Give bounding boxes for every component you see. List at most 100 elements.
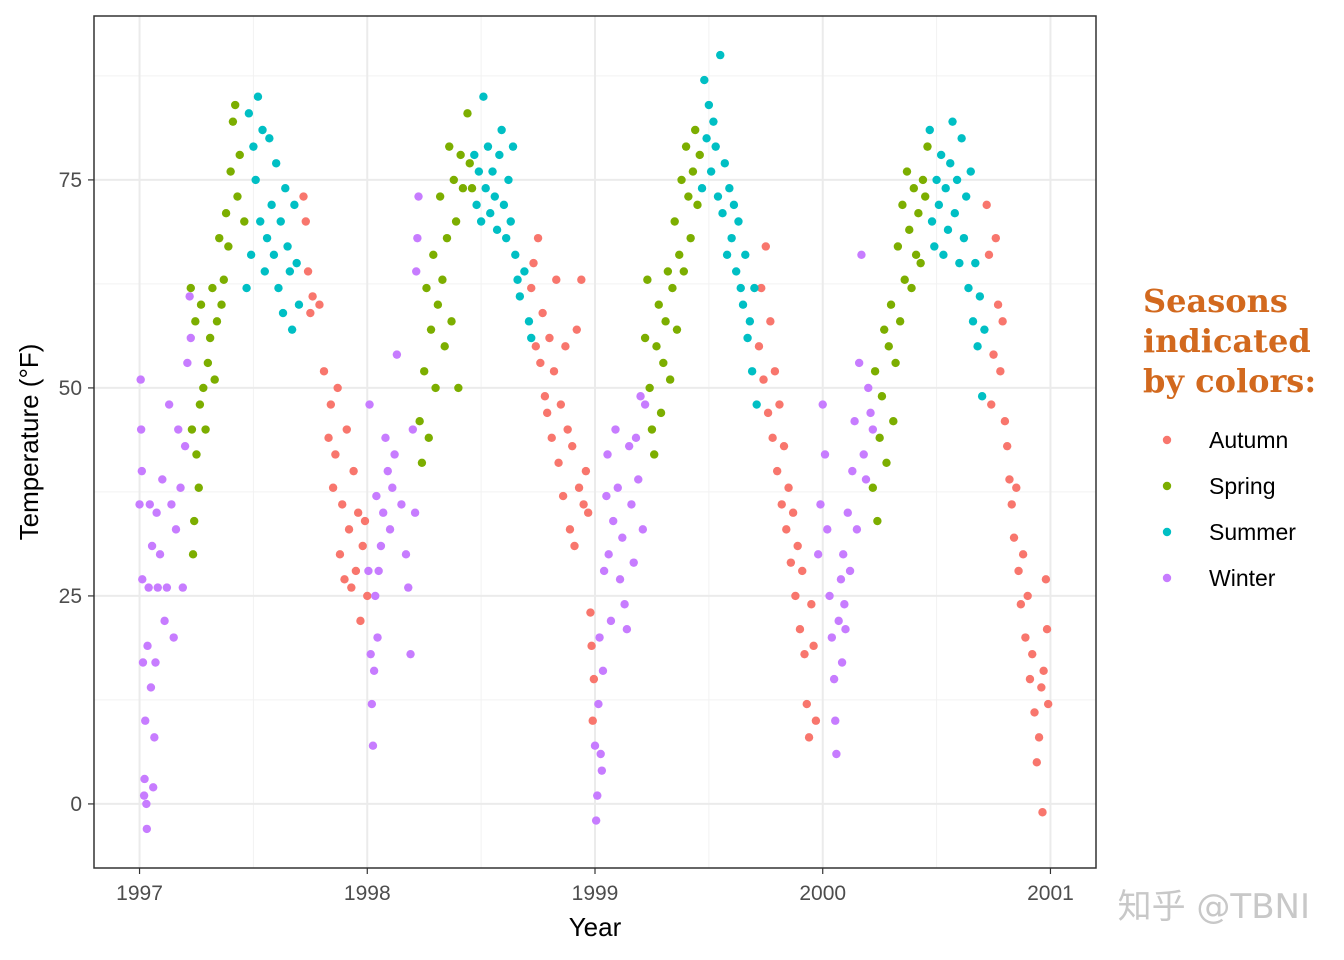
legend-item-winter: Winter — [1162, 565, 1276, 591]
legend-label: Spring — [1209, 473, 1275, 499]
data-point-summer — [716, 50, 725, 60]
data-point-summer — [515, 292, 525, 301]
data-point-winter — [376, 541, 386, 551]
data-point-winter — [613, 483, 622, 492]
data-point-winter — [147, 541, 157, 551]
data-point-summer — [479, 92, 488, 101]
data-point-spring — [226, 167, 235, 176]
data-point-summer — [246, 250, 256, 259]
data-point-spring — [684, 192, 693, 201]
data-point-summer — [253, 92, 263, 101]
data-point-summer — [483, 142, 493, 151]
data-point-autumn — [1030, 708, 1039, 717]
data-point-winter — [413, 233, 422, 243]
data-point-spring — [693, 200, 702, 210]
data-point-spring — [909, 184, 919, 193]
data-point-winter — [864, 383, 873, 393]
data-point-summer — [738, 300, 748, 309]
data-point-summer — [934, 200, 944, 210]
data-point-winter — [178, 583, 188, 592]
data-point-summer — [955, 258, 964, 268]
data-point-autumn — [545, 333, 554, 343]
data-point-winter — [185, 292, 194, 301]
data-point-autumn — [782, 525, 791, 534]
data-point-spring — [893, 242, 903, 251]
data-point-summer — [292, 258, 301, 268]
x-tick-label: 1998 — [344, 882, 391, 905]
data-point-autumn — [581, 466, 591, 476]
legend-item-summer: Summer — [1162, 519, 1296, 545]
series-spring — [186, 100, 932, 559]
legend-title: Seasons — [1143, 282, 1288, 320]
data-point-spring — [889, 416, 898, 426]
data-point-autumn — [531, 342, 540, 351]
data-point-spring — [208, 283, 217, 293]
data-point-spring — [458, 184, 468, 193]
data-point-autumn — [1032, 758, 1041, 767]
data-point-spring — [870, 367, 880, 376]
data-point-winter — [383, 466, 392, 476]
data-point-winter — [832, 749, 841, 759]
data-point-spring — [435, 192, 445, 201]
data-point-winter — [629, 558, 638, 567]
data-point-autumn — [788, 508, 798, 517]
data-point-summer — [260, 267, 269, 276]
data-point-spring — [199, 383, 208, 393]
data-point-winter — [410, 508, 420, 517]
data-point-autumn — [754, 342, 764, 351]
data-point-winter — [620, 600, 629, 609]
data-point-autumn — [1038, 808, 1047, 817]
data-point-spring — [643, 275, 652, 284]
data-point-spring — [203, 358, 213, 368]
data-point-spring — [433, 300, 443, 309]
data-point-winter — [816, 500, 825, 509]
data-point-summer — [513, 275, 522, 284]
data-point-spring — [422, 283, 431, 293]
data-point-spring — [467, 184, 477, 193]
data-point-winter — [596, 749, 605, 759]
data-point-summer — [506, 217, 515, 226]
data-point-spring — [900, 275, 909, 284]
data-point-spring — [873, 516, 882, 526]
data-point-autumn — [363, 591, 372, 601]
data-point-winter — [837, 658, 847, 667]
legend-key — [1162, 573, 1172, 583]
data-point-winter — [834, 616, 843, 626]
data-point-winter — [848, 466, 857, 476]
data-point-autumn — [540, 392, 550, 401]
data-point-winter — [852, 525, 862, 534]
data-point-spring — [670, 217, 679, 226]
data-point-summer — [520, 267, 529, 276]
data-point-spring — [650, 450, 659, 459]
data-point-autumn — [527, 283, 536, 293]
data-point-spring — [911, 250, 921, 259]
data-point-summer — [747, 367, 757, 376]
data-point-winter — [372, 491, 381, 501]
data-point-autumn — [347, 583, 356, 592]
data-point-spring — [188, 550, 198, 559]
data-point-summer — [709, 117, 718, 126]
data-point-winter — [155, 550, 165, 559]
data-point-autumn — [315, 300, 324, 309]
data-point-summer — [274, 283, 283, 293]
data-point-winter — [180, 441, 190, 451]
data-point-winter — [392, 350, 402, 359]
data-point-winter — [167, 500, 176, 509]
data-point-winter — [379, 508, 388, 517]
data-point-winter — [150, 733, 159, 742]
data-point-spring — [429, 250, 438, 259]
data-point-summer — [725, 184, 734, 193]
grid — [94, 16, 1096, 868]
data-point-winter — [841, 625, 850, 634]
data-point-summer — [718, 208, 727, 218]
data-point-winter — [406, 649, 415, 659]
data-point-spring — [215, 233, 224, 243]
data-point-winter — [143, 641, 152, 651]
data-point-summer — [276, 217, 285, 226]
data-point-winter — [627, 500, 636, 509]
data-point-winter — [144, 583, 153, 592]
data-point-summer — [285, 267, 295, 276]
data-point-summer — [941, 184, 950, 193]
data-point-summer — [930, 242, 939, 251]
y-axis: 0 25 50 75 — [59, 169, 94, 816]
